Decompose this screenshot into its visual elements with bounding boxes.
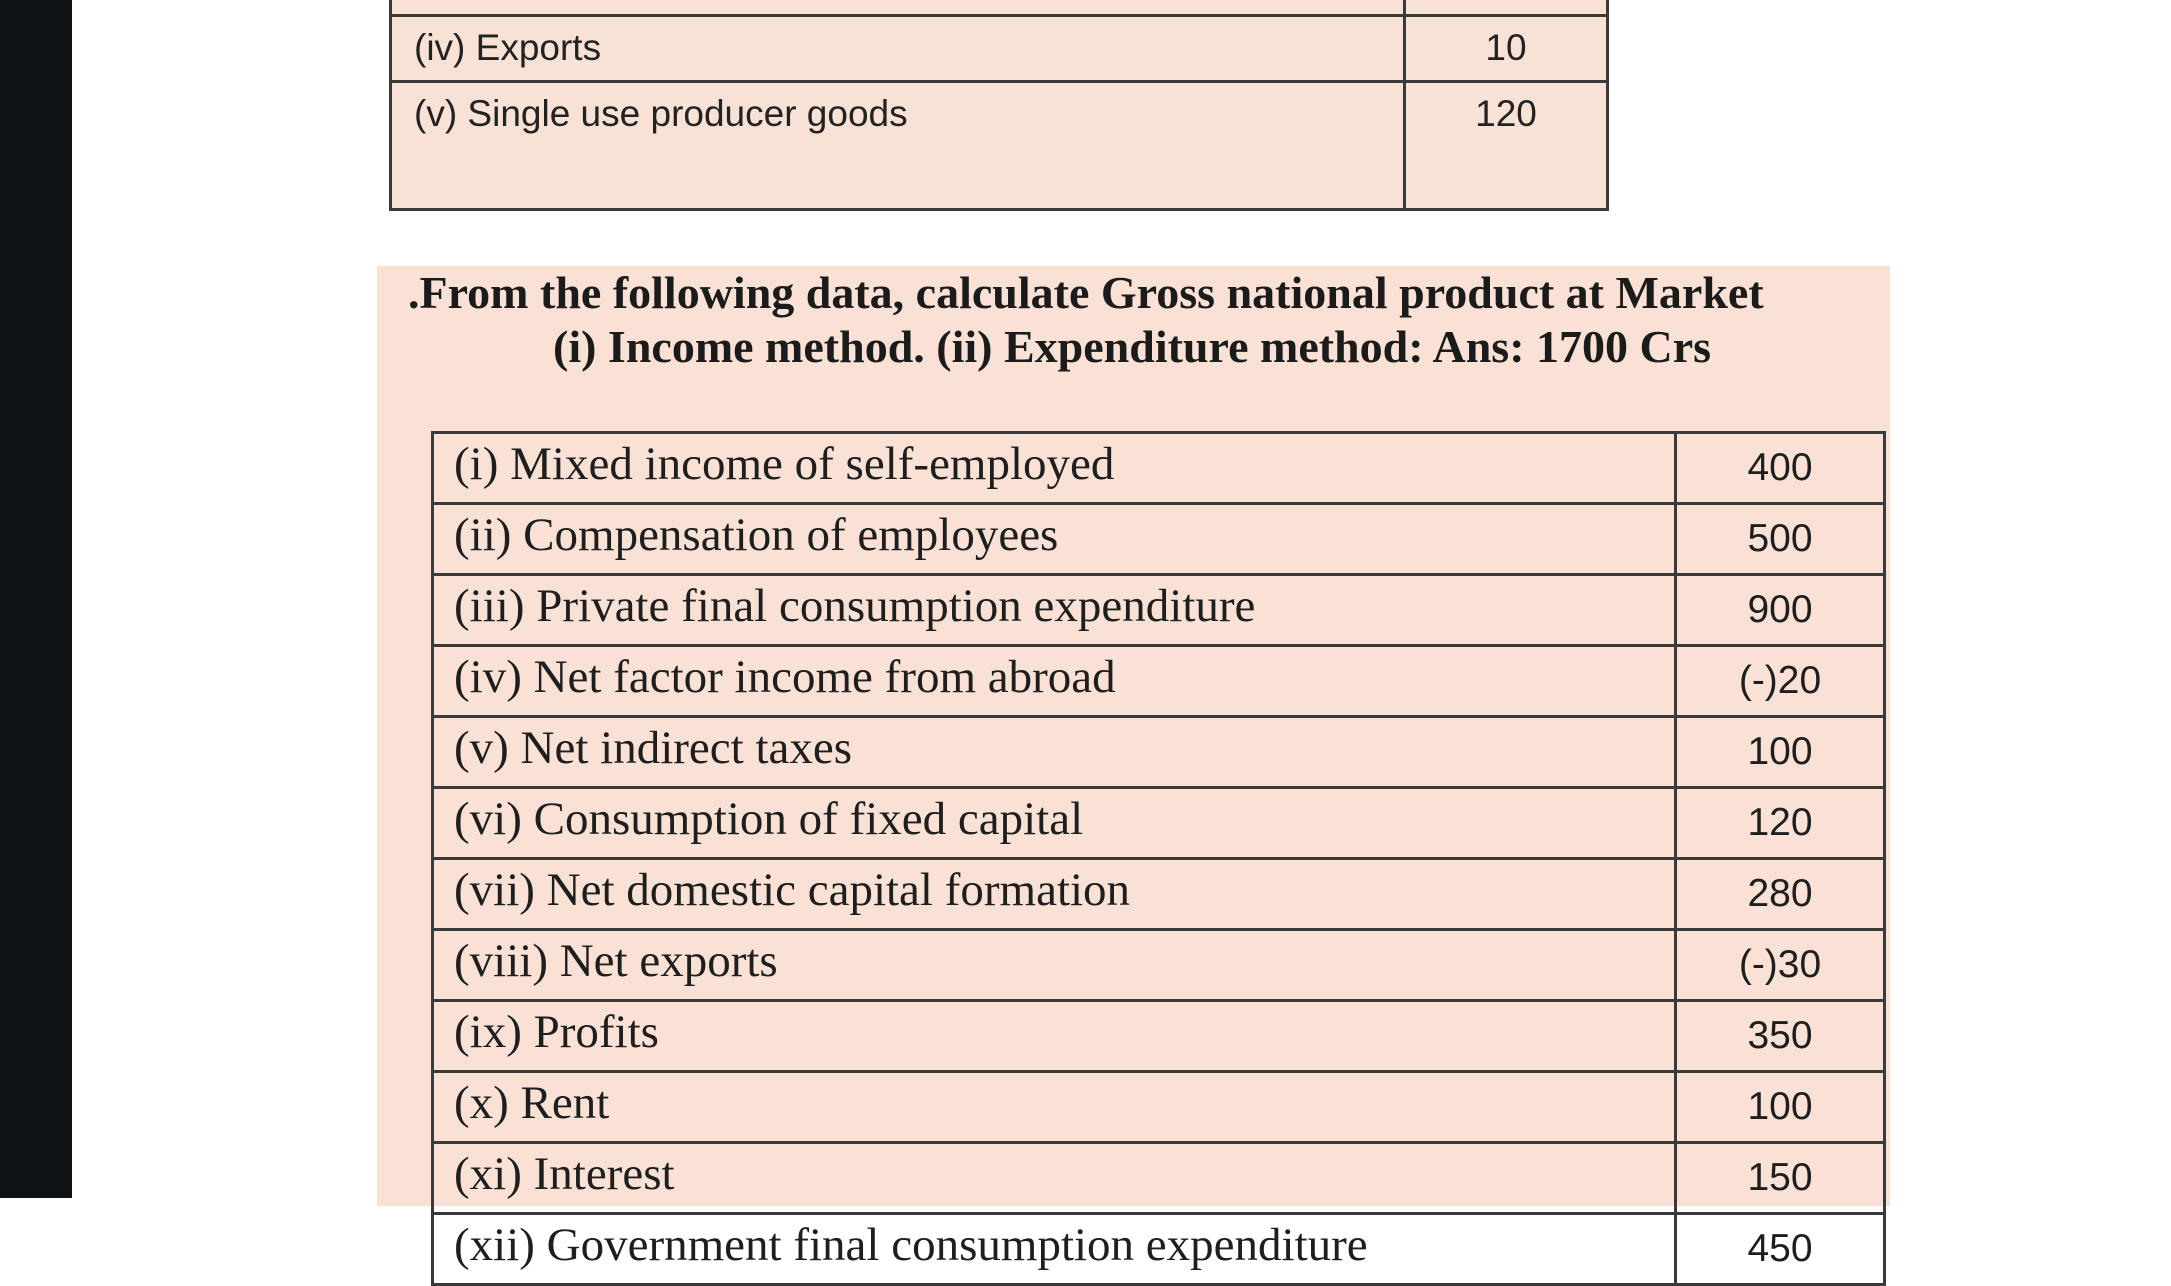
item-cell: (iii) Private final consumption expendit… <box>431 573 1677 647</box>
item-cell: (v) Net indirect taxes <box>431 715 1677 789</box>
item-cell: (vii) Net domestic capital formation <box>431 857 1677 931</box>
table-row: (xi) Interest 150 <box>431 1141 1886 1215</box>
table-row: (vii) Net domestic capital formation 280 <box>431 857 1886 931</box>
value-cell: 10 <box>1403 0 1609 17</box>
value-cell: (-)20 <box>1674 644 1886 718</box>
item-cell: (x) Rent <box>431 1070 1677 1144</box>
table-row: (vi) Consumption of fixed capital 120 <box>431 786 1886 860</box>
value-cell: 150 <box>1674 1141 1886 1215</box>
item-cell: (ix) Profits <box>431 999 1677 1073</box>
value-cell: 900 <box>1674 573 1886 647</box>
table-row: (iv) Net factor income from abroad (-)20 <box>431 644 1886 718</box>
value-cell: 450 <box>1674 1212 1886 1286</box>
table-row: (viii) Net exports (-)30 <box>431 928 1886 1002</box>
table-row: (i) Mixed income of self-employed 400 <box>431 431 1886 505</box>
value-cell: 100 <box>1674 715 1886 789</box>
value-cell: 100 <box>1674 1070 1886 1144</box>
value-cell: (-)30 <box>1674 928 1886 1002</box>
value-cell: 10 <box>1403 14 1609 83</box>
value-cell: 280 <box>1674 857 1886 931</box>
table-row: (iv) Exports 10 <box>389 14 1609 83</box>
table-row: (x) Rent 100 <box>431 1070 1886 1144</box>
table-row: (iii) Net change in stocks10 <box>389 0 1609 17</box>
item-cell: (i) Mixed income of self-employed <box>431 431 1677 505</box>
table-row: (ii) Compensation of employees 500 <box>431 502 1886 576</box>
item-cell: (iv) Net factor income from abroad <box>431 644 1677 718</box>
item-cell: (ii) Compensation of employees <box>431 502 1677 576</box>
question-line: .From the following data, calculate Gros… <box>408 267 1764 318</box>
table-row: (iii) Private final consumption expendit… <box>431 573 1886 647</box>
item-cell: (viii) Net exports <box>431 928 1677 1002</box>
value-cell: 400 <box>1674 431 1886 505</box>
item-cell: (v) Single use producer goods <box>389 80 1406 211</box>
table-row: (v) Net indirect taxes 100 <box>431 715 1886 789</box>
table-row: (xii) Government final consumption expen… <box>431 1212 1886 1286</box>
data-table: (i) Mixed income of self-employed 400 (ii)… <box>431 431 1886 1286</box>
table-row: (ix) Profits 350 <box>431 999 1886 1073</box>
value-cell: 120 <box>1674 786 1886 860</box>
question-heading: .From the following data, calculate Gros… <box>377 266 1890 386</box>
top-table: (iii) Net change in stocks10(iv) Exports… <box>389 0 1609 211</box>
table-row: (v) Single use producer goods 120 <box>389 80 1609 211</box>
item-cell: (xi) Interest <box>431 1141 1677 1215</box>
item-cell: (iii) Net change in stocks <box>389 0 1406 17</box>
page: {"top_table": {"rows": [["(iii) Net chan… <box>0 0 1890 1286</box>
item-cell: (xii) Government final consumption expen… <box>431 1212 1677 1286</box>
dark-sidebar <box>0 0 72 1198</box>
item-cell: (iv) Exports <box>389 14 1406 83</box>
value-cell: 350 <box>1674 999 1886 1073</box>
value-cell: 500 <box>1674 502 1886 576</box>
value-cell: 120 <box>1403 80 1609 211</box>
question-line: (i) Income method. (ii) Expenditure meth… <box>553 321 1712 372</box>
item-cell: (vi) Consumption of fixed capital <box>431 786 1677 860</box>
